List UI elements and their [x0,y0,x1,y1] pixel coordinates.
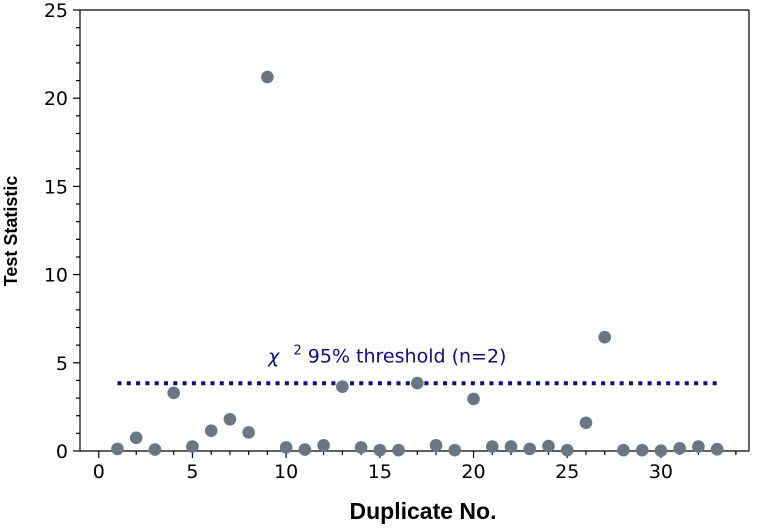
x-axis-title: Duplicate No. [350,498,497,524]
y-tick-label: 5 [56,353,68,375]
data-point [673,442,686,455]
data-point [542,439,555,453]
data-point [261,70,274,84]
data-point [710,442,724,456]
y-axis-ticks: 0 5 10 15 20 25 [44,0,80,463]
threshold-label: χ 2 95% threshold (n=2) [267,337,506,367]
data-point [167,386,180,400]
data-point [336,380,349,393]
threshold-line-group: χ 2 95% threshold (n=2) [117,337,718,386]
threshold-label-chi: χ [267,345,280,367]
data-point [354,441,368,454]
x-tick-label: 5 [186,461,198,483]
data-point [148,443,162,456]
data-point [504,440,518,453]
data-point [223,412,237,426]
x-tick-label: 20 [461,461,485,483]
data-point [317,439,330,452]
data-point [448,443,462,457]
y-tick-label: 0 [56,441,68,463]
threshold-label-text: 95% threshold (n=2) [308,345,507,367]
data-point [485,440,499,453]
data-points [111,70,724,457]
data-point [523,442,537,456]
y-axis-title: Test Statistic [1,176,21,287]
x-tick-label: 30 [649,461,673,483]
data-point [579,416,593,430]
data-point [298,443,312,456]
y-tick-label: 15 [44,176,68,198]
data-point [129,431,143,445]
x-tick-label: 25 [555,461,579,483]
data-point [242,426,255,439]
x-tick-label: 15 [368,461,392,483]
data-point [617,443,630,457]
x-tick-label: 0 [93,461,105,483]
x-axis-ticks: 0 5 10 15 20 25 30 [93,451,737,483]
data-point [279,441,293,454]
data-point [373,443,387,457]
data-point [411,376,424,390]
y-tick-label: 25 [44,0,68,22]
data-point [635,443,649,457]
data-point [186,440,199,453]
y-tick-label: 20 [44,88,68,110]
data-point [467,392,480,406]
data-point [598,330,612,344]
data-point [392,443,405,457]
data-point [654,444,668,457]
data-point [111,442,124,456]
data-point [429,439,443,452]
data-point [204,424,218,438]
data-point [692,440,705,453]
y-tick-label: 10 [44,265,68,287]
x-tick-label: 10 [274,461,298,483]
data-point [560,443,574,457]
threshold-label-superscript: 2 [293,343,301,358]
